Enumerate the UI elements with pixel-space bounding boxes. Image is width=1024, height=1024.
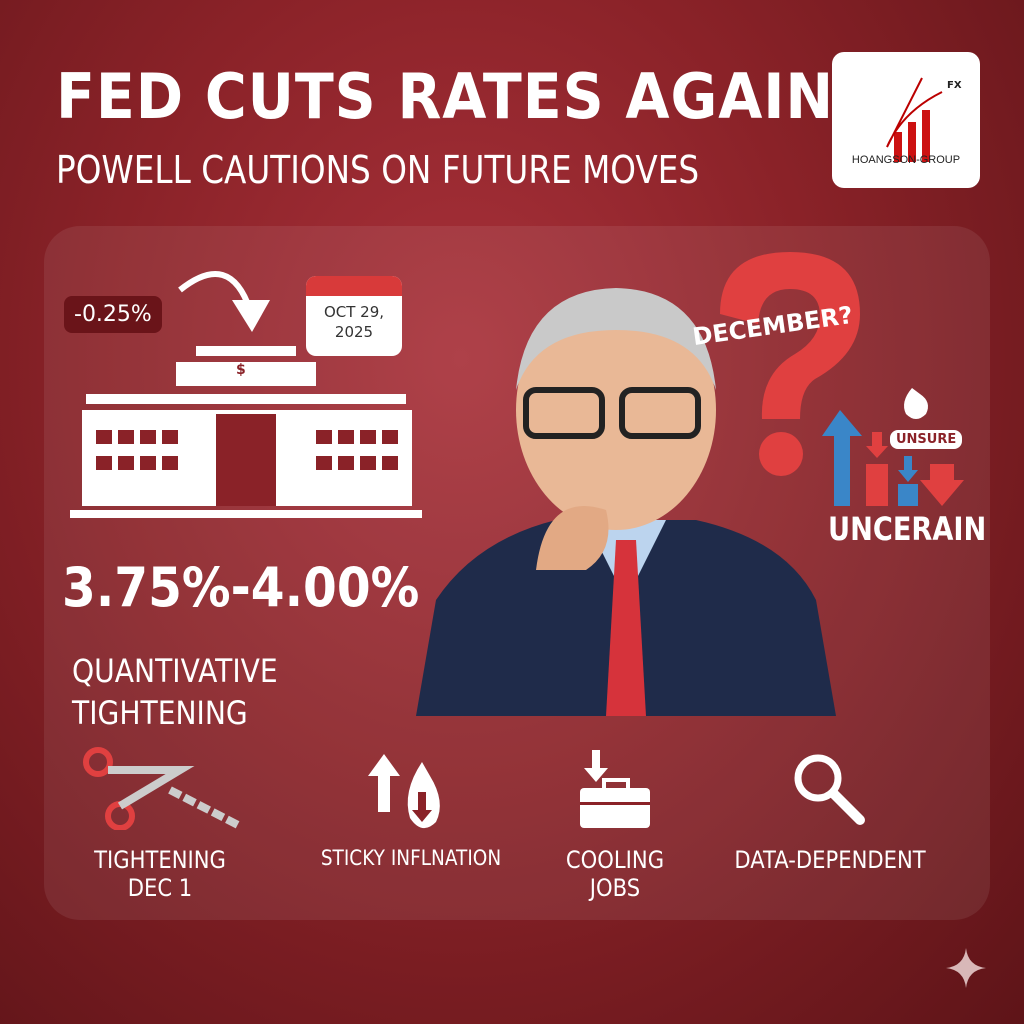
footer-line1: COOLING [565,846,665,874]
magnifier-icon [794,754,865,825]
footer-item-jobs: COOLING JOBS [549,846,681,902]
sparkle-icon [946,948,986,988]
chart-logo-icon [886,77,943,162]
footer-line1: DATA-DEPENDENT [734,846,926,874]
target-rate-range: 3.75%-4.00% [62,556,420,619]
unsure-badge: UNSURE [890,430,963,449]
qt-line2: TIGHTENING [72,694,248,732]
footer-item-inflation: STICKY INFLNATION [310,846,512,870]
question-mark-icon [720,252,860,476]
footer-line2: DEC 1 [127,874,193,902]
uncertain-label: UNCERAIN [828,510,987,548]
date-line1: OCT 29, [323,303,385,321]
qt-line1: QUANTIVATIVE [72,652,278,690]
footer-line2: JOBS [589,874,641,902]
briefcase-down-icon [580,750,650,828]
federal-reserve-building-icon [70,346,422,518]
calendar-icon: OCT 29, 2025 [306,276,402,356]
footer-line1: TIGHTENING [94,846,226,874]
footer-item-data: DATA-DEPENDENT [733,846,927,874]
headline: FED CUTS RATES AGAIN [56,60,835,133]
logo-fx: FX [947,80,962,91]
scissors-chain-icon [83,747,242,830]
date-line2: 2025 [334,323,374,341]
fire-arrows-icon [368,754,440,829]
curved-arrow-icon [178,271,270,332]
rate-change-badge: -0.25% [64,296,162,333]
mixed-arrows-icon [822,388,964,506]
footer-line1: STICKY INFLNATION [320,846,502,870]
logo-name: HOANGSON-GROUP [851,154,961,166]
footer-item-tightening: TIGHTENING DEC 1 [72,846,248,902]
dollar-sign: $ [236,362,246,378]
brand-logo: FX HOANGSON-GROUP [832,52,980,188]
powell-portrait [416,288,836,716]
subheadline: POWELL CAUTIONS ON FUTURE MOVES [56,148,700,192]
qt-label: QUANTIVATIVE TIGHTENING [72,650,278,734]
